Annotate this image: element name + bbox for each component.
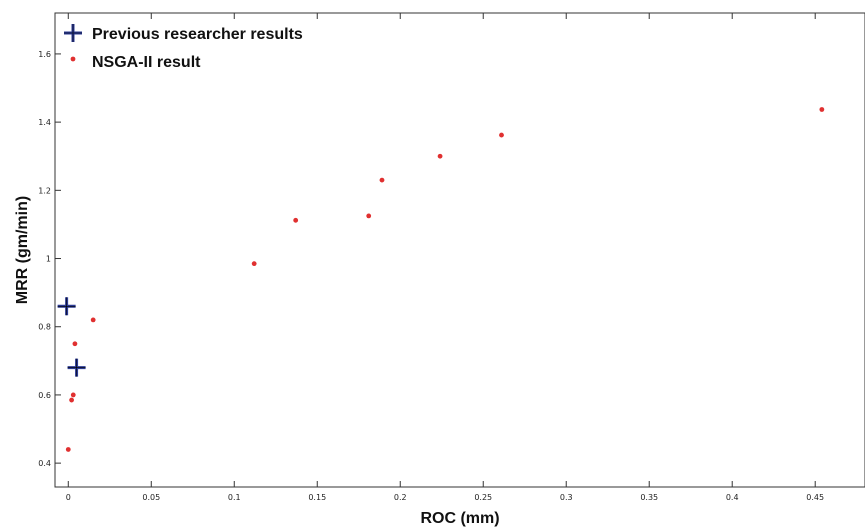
x-axis-ticks: 0 0.05 0.1 0.15 0.2 0.25 0.3 0.35 0.4 0.45 (66, 13, 824, 502)
x-tick-label: 0.2 (394, 493, 407, 502)
data-point-nsga (65, 447, 71, 452)
legend: Previous researcher results NSGA-II resul… (64, 24, 303, 71)
x-tick-label: 0.35 (640, 493, 658, 502)
x-tick-label: 0.3 (560, 493, 573, 502)
data-points (57, 107, 825, 452)
data-point-nsga (366, 213, 372, 219)
x-tick-label: 0 (66, 493, 71, 502)
x-tick-label: 0.15 (308, 493, 326, 502)
x-tick-label: 0.05 (142, 493, 160, 502)
y-tick-label: 0.6 (38, 391, 51, 400)
legend-label: Previous researcher results (92, 26, 303, 43)
y-tick-label: 1.4 (38, 118, 51, 127)
data-point-nsga (251, 261, 257, 267)
data-point-previous (67, 358, 86, 377)
data-point-nsga (499, 132, 504, 138)
data-point-nsga (819, 107, 825, 112)
data-point-nsga (379, 177, 385, 183)
legend-marker-nsga (70, 56, 76, 62)
data-point-nsga (90, 317, 96, 323)
y-tick-label: 1 (46, 255, 51, 264)
data-point-nsga (293, 217, 299, 223)
y-tick-label: 0.8 (38, 323, 51, 332)
y-axis-ticks: 0.4 0.6 0.8 1 1.2 1.4 1.6 (38, 50, 61, 468)
data-point-nsga (437, 153, 443, 159)
x-axis-title: ROC (mm) (420, 510, 499, 527)
x-tick-label: 0.45 (806, 493, 824, 502)
legend-label: NSGA-II result (92, 54, 201, 71)
y-tick-label: 1.2 (38, 186, 51, 195)
y-axis-title: MRR (gm/min) (14, 196, 31, 304)
legend-marker-previous (64, 24, 82, 42)
data-point-nsga (70, 392, 76, 398)
y-tick-label: 1.6 (38, 50, 51, 59)
x-tick-label: 0.25 (474, 493, 492, 502)
data-point-nsga (69, 397, 74, 403)
data-point-previous (57, 297, 76, 316)
y-tick-label: 0.4 (38, 459, 51, 468)
x-tick-label: 0.4 (726, 493, 739, 502)
data-point-nsga (72, 341, 78, 347)
x-tick-label: 0.1 (228, 493, 241, 502)
plot-area (54, 12, 865, 488)
